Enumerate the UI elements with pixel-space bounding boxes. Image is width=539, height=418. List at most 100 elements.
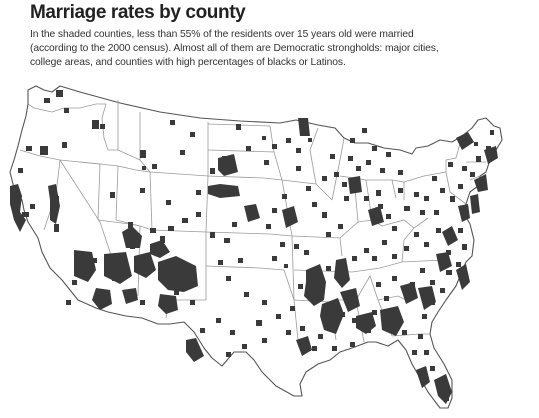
shaded-county [284, 264, 288, 268]
shaded-county [262, 300, 267, 305]
shaded-county-cluster [380, 306, 404, 336]
shaded-county [312, 346, 317, 351]
shaded-county-cluster [304, 264, 326, 306]
description-line: college areas, and counties with high pe… [30, 57, 346, 68]
shaded-county-cluster [436, 252, 452, 272]
shaded-county [376, 190, 381, 196]
state-border [401, 217, 429, 263]
shaded-county [420, 268, 425, 273]
shaded-county [446, 270, 452, 275]
shaded-county-cluster [296, 336, 312, 356]
state-border [331, 137, 345, 201]
state-border [149, 171, 209, 177]
shaded-county [174, 290, 179, 295]
state-border [445, 171, 467, 205]
shaded-county [18, 168, 23, 173]
us-outline [9, 85, 503, 409]
map-title: Marriage rates by county [30, 2, 246, 23]
shaded-counties [10, 90, 498, 404]
shaded-county [110, 192, 115, 198]
shaded-county [404, 206, 410, 211]
shaded-county [458, 228, 463, 233]
shaded-county [170, 120, 175, 125]
shaded-county [392, 226, 397, 231]
shaded-county [242, 344, 247, 349]
shaded-county [338, 224, 343, 229]
shaded-county [280, 242, 285, 247]
shaded-county-cluster [218, 154, 238, 176]
shaded-county [404, 246, 409, 251]
state-border [445, 157, 457, 172]
shaded-county [326, 266, 331, 271]
shaded-county-cluster [348, 176, 362, 194]
shaded-county [474, 142, 478, 146]
shaded-county-cluster [104, 252, 132, 284]
shaded-county-cluster [484, 146, 498, 164]
shaded-county [190, 132, 195, 137]
shaded-county [262, 338, 267, 343]
shaded-county [256, 320, 262, 326]
shaded-county [318, 334, 323, 339]
shaded-county-cluster [122, 226, 142, 248]
shaded-county [56, 90, 63, 97]
shaded-county [424, 350, 429, 355]
shaded-county-cluster [418, 286, 436, 310]
shaded-county [246, 146, 251, 151]
shaded-county [238, 258, 243, 263]
shaded-county [296, 148, 301, 153]
shaded-county [462, 166, 467, 171]
shaded-county [362, 128, 367, 133]
shaded-county-cluster [92, 288, 112, 310]
shaded-county [348, 156, 353, 161]
shaded-county [386, 152, 391, 157]
shaded-county [436, 228, 441, 233]
shaded-county [300, 326, 305, 331]
shaded-county [152, 164, 157, 169]
shaded-county [414, 232, 419, 237]
shaded-county [272, 144, 277, 149]
shaded-county [22, 212, 29, 217]
shaded-county-cluster [368, 206, 384, 226]
shaded-county [344, 196, 349, 201]
shaded-county [66, 300, 71, 305]
shaded-county [26, 146, 32, 151]
shaded-county [458, 184, 463, 189]
shaded-county [262, 136, 266, 140]
shaded-county-cluster [134, 252, 156, 278]
shaded-county [196, 212, 201, 217]
shaded-county-cluster [158, 294, 178, 314]
shaded-county [372, 256, 377, 261]
shaded-county [398, 188, 403, 193]
shaded-county [326, 232, 331, 237]
shaded-county-cluster [298, 118, 310, 136]
shaded-county-cluster [470, 194, 480, 214]
shaded-county [54, 224, 59, 232]
shaded-county-cluster [150, 240, 170, 258]
shaded-county [266, 224, 271, 229]
shaded-county [286, 330, 291, 335]
shaded-county-cluster [456, 132, 474, 150]
shaded-county [356, 166, 361, 171]
shaded-county-cluster [340, 288, 360, 312]
shaded-county [448, 162, 453, 167]
shaded-county-cluster [282, 206, 298, 228]
shaded-county [92, 258, 97, 263]
shaded-county [392, 254, 397, 259]
shaded-county [226, 276, 231, 281]
shaded-county-cluster [434, 374, 452, 404]
shaded-county [434, 210, 439, 215]
shaded-county [304, 250, 309, 255]
state-border [205, 231, 293, 237]
state-border [97, 163, 101, 221]
shaded-county-cluster [10, 184, 26, 232]
shaded-county [200, 328, 205, 333]
state-border [205, 265, 285, 271]
shaded-county [272, 256, 277, 261]
shaded-county-cluster [334, 258, 350, 288]
shaded-county [190, 300, 195, 305]
shaded-county [386, 214, 391, 219]
shaded-county [64, 108, 69, 113]
shaded-county [276, 314, 281, 319]
shaded-county [424, 242, 429, 247]
shaded-county [272, 208, 277, 213]
